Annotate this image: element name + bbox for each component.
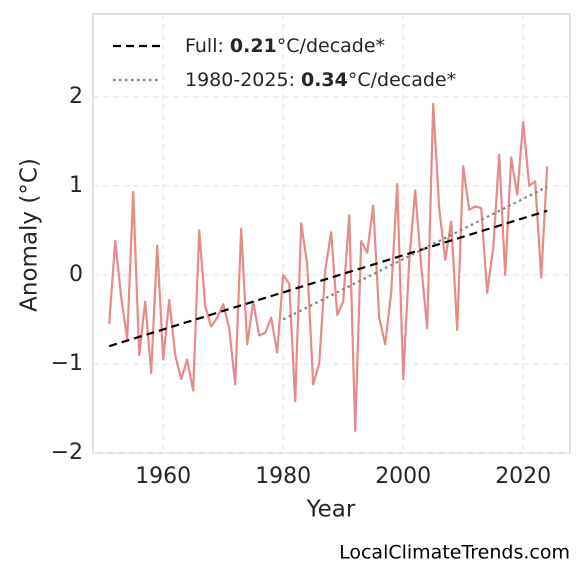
x-axis-label: Year [306,497,356,523]
trend-line [108,209,548,348]
legend-label: 1980-2025: 0.34°C/decade* [185,69,456,91]
legend-rate: 0.21 [230,35,277,57]
legend-name: Full: [185,35,224,57]
y-axis-label: Anomaly (°C) [17,158,43,312]
legend-label: Full: 0.21°C/decade* [185,35,385,57]
trend-line [282,185,548,321]
y-tick-label: −1 [51,351,83,376]
y-tick-label: 0 [69,262,83,287]
x-tick-label: 2020 [495,464,551,489]
legend-unit: °C/decade* [348,69,456,91]
legend-name: 1980-2025: [185,69,295,91]
x-tick-label: 1980 [255,464,311,489]
legend-rate: 0.34 [301,69,348,91]
data-line [108,102,549,432]
source: LocalClimateTrends.com [339,542,570,564]
x-tick-label: 1960 [135,464,191,489]
x-tick-label: 2000 [375,464,431,489]
legend-unit: °C/decade* [277,35,385,57]
y-tick-label: 2 [69,84,83,109]
y-tick-label: 1 [69,173,83,198]
y-tick-label: −2 [51,440,83,465]
